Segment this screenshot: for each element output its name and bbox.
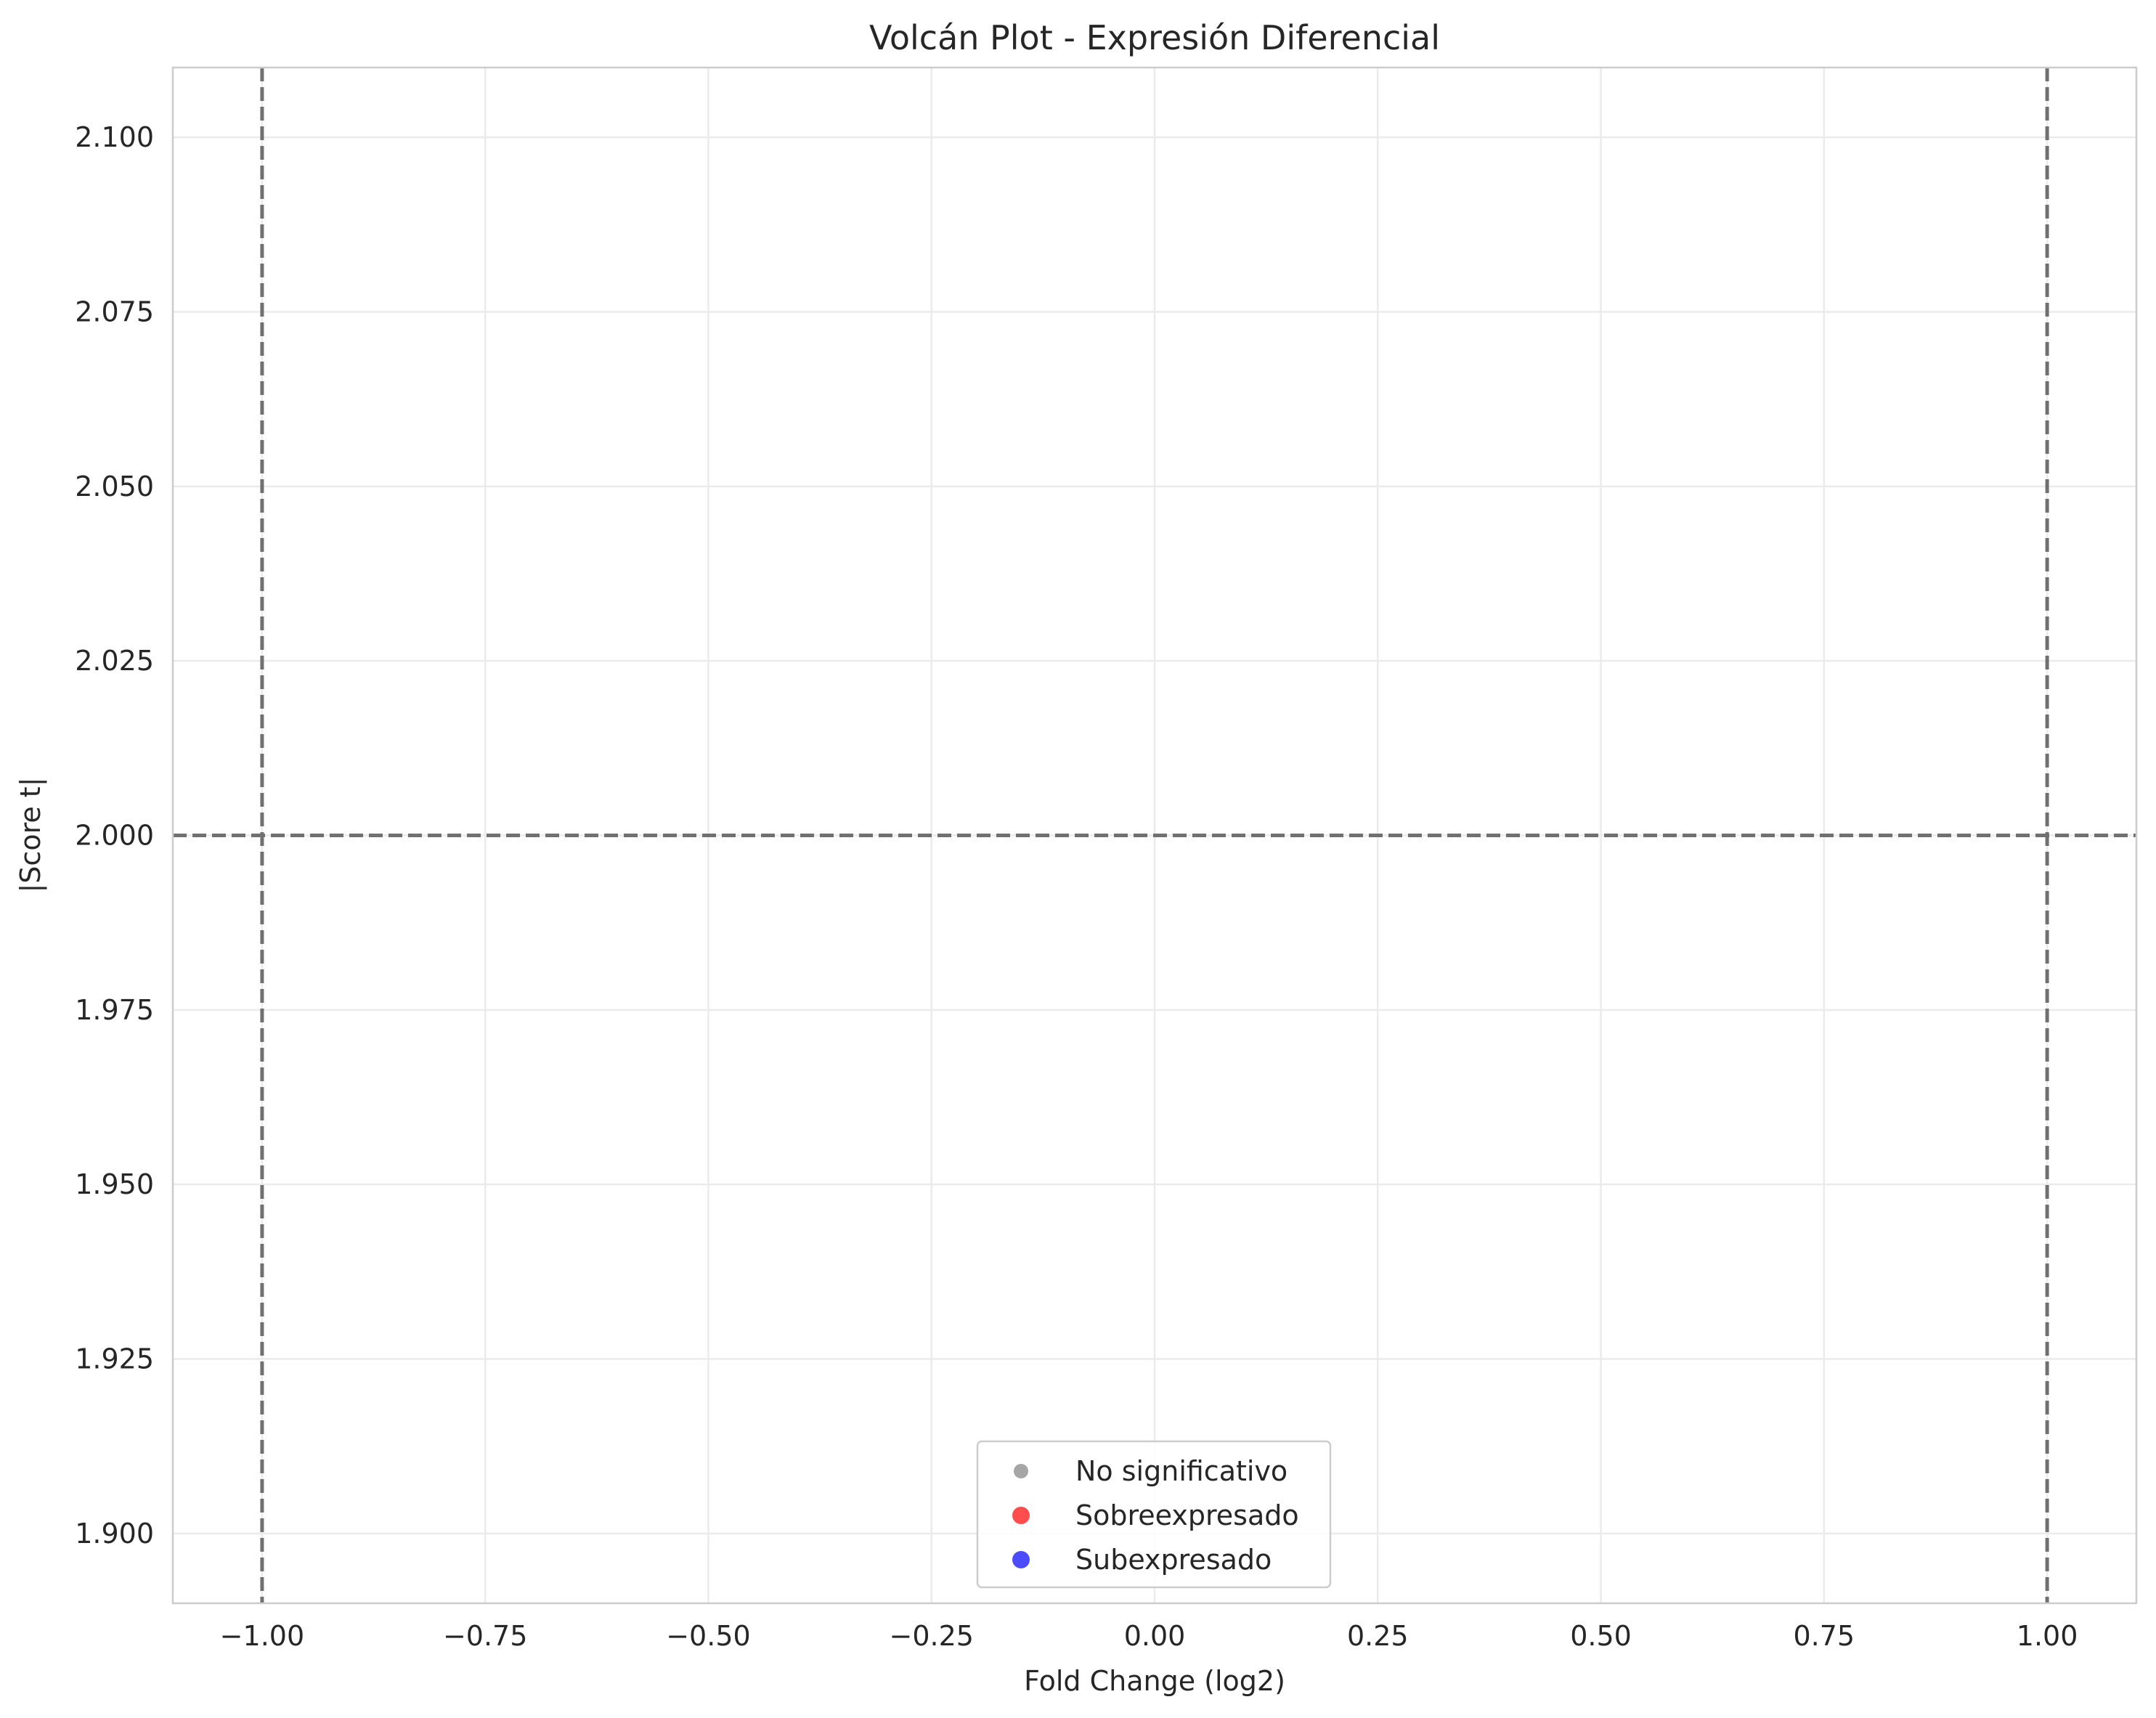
legend-marker (1012, 1507, 1030, 1524)
y-tick-label: 1.975 (75, 994, 154, 1026)
x-axis-label: Fold Change (log2) (1024, 1665, 1285, 1697)
y-tick-label: 2.075 (75, 296, 154, 327)
y-axis-ticks: 1.900 1.925 1.950 1.975 2.000 2.025 2.050 2.075… (75, 121, 154, 1550)
x-tick-label: −1.00 (220, 1620, 304, 1652)
y-tick-label: 2.000 (75, 820, 154, 852)
x-tick-label: −0.25 (890, 1620, 974, 1652)
legend-marker (1012, 1551, 1030, 1568)
y-axis-label: |Score t| (15, 777, 47, 892)
threshold-lines (173, 68, 2136, 1603)
y-tick-label: 1.900 (75, 1518, 154, 1550)
legend-label: Sobreexpresado (1075, 1499, 1299, 1531)
legend-label: Subexpresado (1075, 1544, 1272, 1576)
chart-title: Volcán Plot - Expresión Diferencial (869, 18, 1440, 57)
legend-marker (1014, 1464, 1028, 1478)
y-tick-label: 2.050 (75, 471, 154, 502)
x-tick-label: 1.00 (2017, 1620, 2078, 1652)
plot-area-frame (171, 66, 2138, 1605)
legend-label: No significativo (1075, 1455, 1288, 1487)
x-tick-label: 0.25 (1347, 1620, 1409, 1652)
x-tick-label: 0.75 (1794, 1620, 1855, 1652)
x-tick-label: 0.00 (1124, 1620, 1186, 1652)
y-tick-label: 2.100 (75, 121, 154, 153)
legend: No significativo Sobreexpresado Subexpresa… (976, 1440, 1332, 1589)
x-tick-label: 0.50 (1570, 1620, 1632, 1652)
x-axis-ticks: −1.00 −0.75 −0.50 −0.25 0.00 0.25 0.50 0.75 1.00 (220, 1620, 2078, 1652)
legend-box (976, 1440, 1332, 1589)
y-tick-label: 1.925 (75, 1343, 154, 1375)
x-tick-label: −0.50 (666, 1620, 750, 1652)
y-tick-label: 2.025 (75, 645, 154, 677)
y-tick-label: 1.950 (75, 1168, 154, 1200)
x-tick-label: −0.75 (443, 1620, 527, 1652)
